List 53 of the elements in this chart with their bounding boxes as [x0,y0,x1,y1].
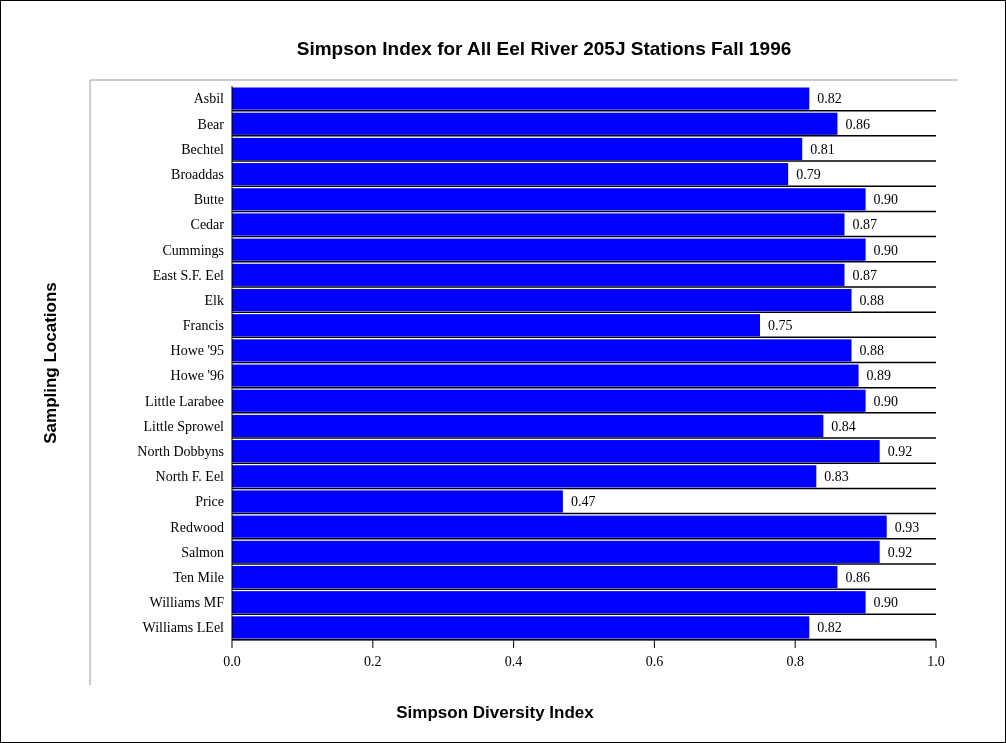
data-label: 0.75 [768,318,793,334]
y-tick-label: Ten Mile [173,569,224,585]
data-label: 0.86 [845,569,870,585]
y-tick-label: East S.F. Eel [152,267,225,283]
data-label: 0.81 [810,141,835,157]
y-tick-label: Bechtel [181,141,225,157]
x-tick-label: 0.4 [504,654,523,669]
data-label: 0.93 [894,519,920,535]
y-tick-label: Williams MF [149,595,225,611]
y-tick-label: Cummings [162,242,224,258]
data-label: 0.90 [873,393,899,409]
y-tick-label: Little Larabee [145,393,224,409]
y-tick-label: Asbil [193,91,225,107]
data-label: 0.86 [845,116,870,132]
data-label: 0.90 [873,192,899,208]
data-label: 0.83 [824,469,849,485]
data-label: 0.82 [817,620,842,636]
y-tick-label: Little Sprowel [143,418,225,434]
y-tick-label: Howe '95 [170,343,224,359]
y-tick-label: Francis [182,318,224,334]
y-tick-label: North Dobbyns [137,444,224,460]
data-label: 0.88 [859,292,885,308]
data-label: 0.47 [570,494,596,510]
x-tick-label: 0.8 [786,654,804,669]
y-tick-label: Redwood [170,519,224,535]
y-tick-label: Williams LEel [142,620,225,636]
x-tick-label: 0.2 [364,654,382,669]
y-tick-label: North F. Eel [155,469,225,485]
data-label: 0.84 [831,418,856,434]
data-label: 0.88 [859,343,885,359]
y-axis-title: Sampling Locations [41,282,60,444]
x-tick-label: 1.0 [927,654,945,669]
chart-title: Simpson Index for All Eel River 205J Stations Fall 1996 [296,38,792,59]
data-label: 0.90 [873,595,899,611]
y-tick-label: Broaddas [171,167,224,183]
data-label: 0.79 [796,167,821,183]
y-tick-label: Bear [197,116,225,132]
data-label: 0.87 [852,217,877,233]
data-label: 0.87 [852,267,877,283]
data-label: 0.82 [817,91,842,107]
data-label: 0.92 [887,544,913,560]
y-tick-label: Elk [204,292,224,308]
x-axis-title: Simpson Diversity Index [396,703,595,722]
y-tick-label: Price [195,494,224,510]
data-label: 0.90 [873,242,899,258]
y-tick-label: Cedar [190,217,225,233]
y-tick-label: Howe '96 [170,368,224,384]
x-tick-label: 0.6 [645,654,664,669]
y-tick-label: Salmon [181,544,224,560]
data-label: 0.89 [866,368,892,384]
x-tick-label: 0.0 [223,654,241,669]
y-tick-label: Butte [193,192,224,208]
data-label: 0.92 [887,444,913,460]
